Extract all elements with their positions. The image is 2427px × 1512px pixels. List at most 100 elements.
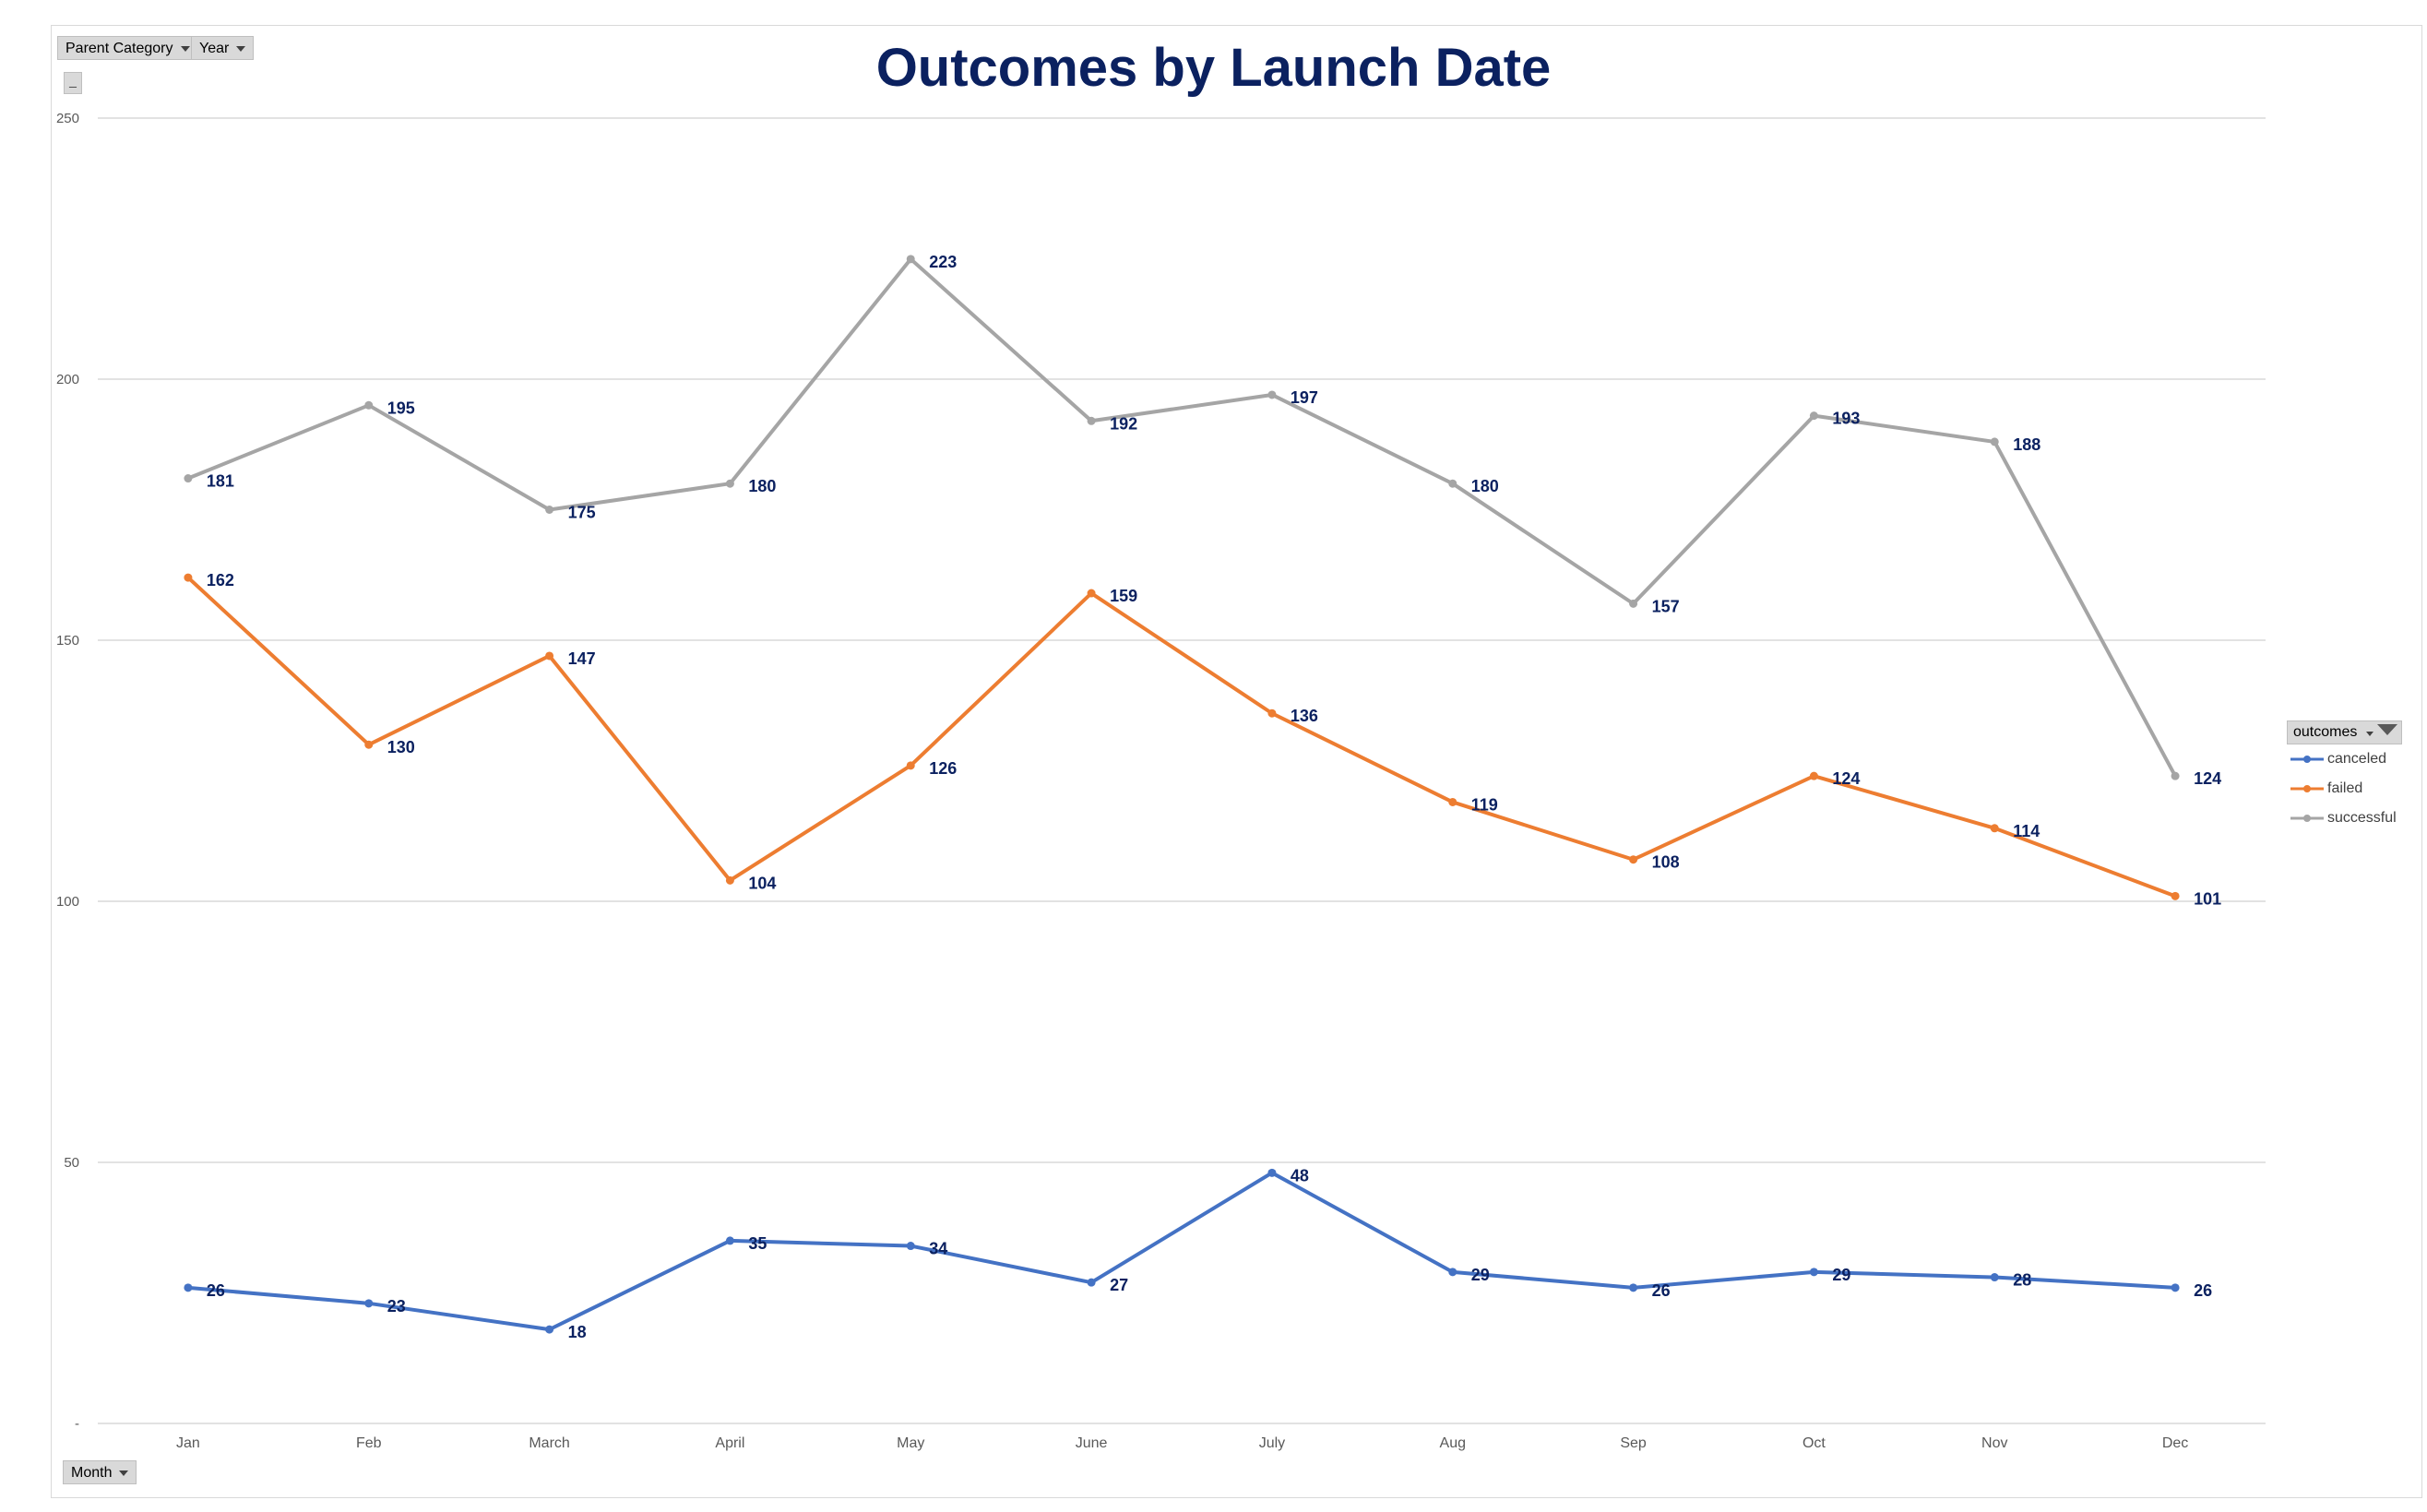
data-point: [2171, 891, 2180, 900]
dropdown-arrow-icon: [119, 1470, 129, 1476]
x-tick-label: Feb: [356, 1435, 382, 1451]
x-tick-label: Jan: [176, 1435, 200, 1451]
x-tick-label: Aug: [1440, 1435, 1466, 1451]
legend-label: successful: [2327, 810, 2397, 826]
data-label: 124: [2194, 769, 2221, 788]
x-tick-label: March: [529, 1435, 569, 1451]
data-point: [1629, 855, 1638, 864]
data-label: 180: [748, 477, 776, 495]
data-point: [725, 479, 734, 488]
data-label: 192: [1110, 414, 1137, 433]
legend-item-successful: successful: [2287, 804, 2402, 833]
data-point: [1087, 589, 1096, 598]
data-point: [1809, 771, 1818, 780]
data-point: [725, 1236, 734, 1245]
data-label: 195: [387, 399, 415, 417]
data-point: [364, 740, 374, 749]
data-point: [1087, 416, 1096, 425]
x-tick-label: Dec: [2162, 1435, 2188, 1451]
legend-swatch-canceled: [2290, 756, 2324, 763]
data-point: [1448, 797, 1457, 806]
data-label: 26: [207, 1281, 225, 1300]
data-label: 181: [207, 472, 234, 491]
data-label: 193: [1832, 410, 1860, 428]
y-tick-label: 150: [56, 633, 79, 649]
legend-title: outcomes: [2293, 724, 2358, 740]
data-label: 23: [387, 1297, 406, 1316]
data-label: 223: [929, 253, 957, 271]
data-point: [2171, 771, 2180, 780]
data-point: [2171, 1283, 2180, 1292]
data-point: [1267, 1168, 1277, 1177]
legend-item-failed: failed: [2287, 774, 2402, 804]
data-point: [1448, 479, 1457, 488]
data-point: [1448, 1268, 1457, 1277]
data-point: [184, 474, 193, 483]
legend-swatch-failed: [2290, 785, 2324, 792]
data-label: 159: [1110, 587, 1137, 605]
data-label: 147: [568, 649, 596, 668]
data-label: 180: [1471, 477, 1499, 495]
data-point: [906, 1242, 915, 1251]
data-label: 101: [2194, 889, 2221, 908]
collapse-button[interactable]: _: [64, 72, 82, 94]
data-label: 34: [929, 1240, 947, 1258]
data-label: 48: [1291, 1166, 1309, 1185]
x-tick-label: May: [897, 1435, 924, 1451]
data-label: 175: [568, 504, 596, 522]
x-tick-label: Sep: [1620, 1435, 1647, 1451]
data-point: [1990, 437, 1999, 446]
legend: outcomes canceled failed successful: [2287, 720, 2402, 833]
data-label: 29: [1471, 1266, 1490, 1284]
legend-filter-button[interactable]: outcomes: [2287, 720, 2402, 744]
data-label: 27: [1110, 1276, 1128, 1294]
data-label: 188: [2013, 435, 2040, 454]
data-point: [1990, 1273, 1999, 1282]
data-label: 136: [1291, 707, 1318, 725]
data-label: 26: [2194, 1281, 2212, 1300]
data-label: 104: [748, 874, 776, 892]
y-tick-label: 100: [56, 894, 79, 910]
year-filter-button[interactable]: Year: [191, 36, 255, 60]
data-point: [725, 875, 734, 885]
x-tick-label: July: [1259, 1435, 1285, 1451]
data-label: 108: [1652, 853, 1680, 872]
data-label: 29: [1832, 1266, 1850, 1284]
data-point: [1267, 390, 1277, 399]
data-label: 126: [929, 759, 957, 778]
data-label: 130: [387, 738, 415, 756]
legend-item-canceled: canceled: [2287, 744, 2402, 774]
data-point: [1809, 1268, 1818, 1277]
data-point: [364, 400, 374, 410]
data-label: 197: [1291, 388, 1318, 407]
data-point: [545, 506, 554, 514]
data-point: [545, 1325, 554, 1334]
legend-swatch-successful: [2290, 815, 2324, 822]
data-point: [906, 255, 915, 264]
month-axis-field-label: Month: [71, 1465, 113, 1481]
month-axis-field-button[interactable]: Month: [63, 1460, 137, 1484]
year-filter-label: Year: [199, 41, 230, 56]
data-label: 28: [2013, 1271, 2031, 1290]
series-line-failed: [185, 576, 2178, 899]
data-label: 26: [1652, 1281, 1671, 1300]
legend-items: canceled failed successful: [2287, 744, 2402, 833]
data-point: [1990, 824, 1999, 833]
data-point: [364, 1299, 374, 1308]
series-line-successful: [185, 256, 2178, 779]
data-label: 162: [207, 571, 234, 589]
legend-label: failed: [2327, 780, 2363, 796]
parent-category-filter-button[interactable]: Parent Category: [57, 36, 198, 60]
data-point: [906, 761, 915, 770]
data-label: 119: [1471, 795, 1498, 814]
dropdown-arrow-icon: [2366, 732, 2373, 736]
chart-title: Outcomes by Launch Date: [875, 38, 1552, 98]
x-tick-label: Nov: [1981, 1435, 2007, 1451]
data-label: 35: [748, 1234, 767, 1253]
x-tick-label: June: [1076, 1435, 1108, 1451]
chart-area: [51, 25, 2422, 1498]
y-tick-label: -: [75, 1416, 79, 1432]
data-point: [1629, 1283, 1638, 1292]
y-tick-label: 50: [64, 1155, 79, 1171]
